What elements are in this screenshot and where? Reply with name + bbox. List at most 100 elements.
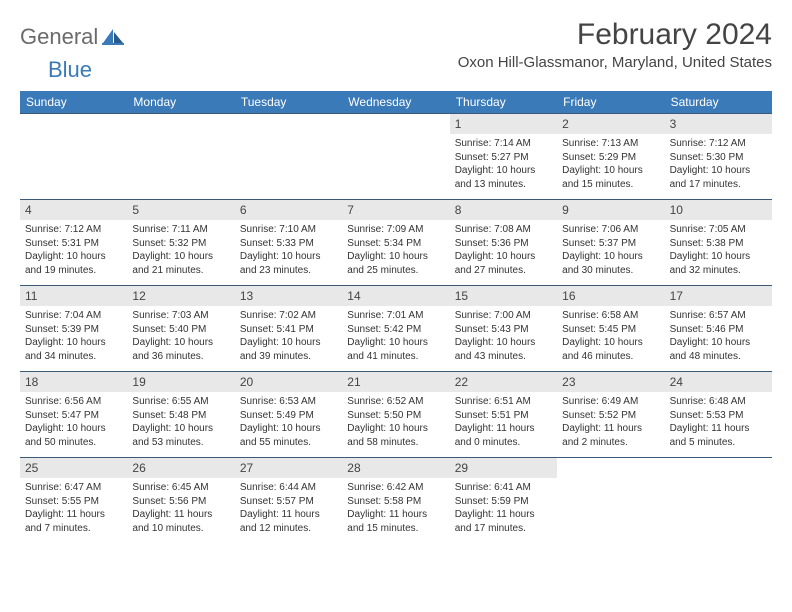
sunrise-line: Sunrise: 6:42 AM (347, 481, 444, 495)
logo: General (20, 24, 126, 50)
day-number: 2 (557, 114, 664, 134)
sunrise-line: Sunrise: 6:58 AM (562, 309, 659, 323)
daylight-line: Daylight: 10 hours and 41 minutes. (347, 336, 444, 363)
daylight-line: Daylight: 10 hours and 43 minutes. (455, 336, 552, 363)
day-cell-empty (127, 113, 234, 199)
week-row: 4Sunrise: 7:12 AMSunset: 5:31 PMDaylight… (20, 199, 772, 285)
daylight-line: Daylight: 10 hours and 30 minutes. (562, 250, 659, 277)
sunset-line: Sunset: 5:43 PM (455, 323, 552, 337)
day-number: 12 (127, 286, 234, 306)
sunrise-line: Sunrise: 6:48 AM (670, 395, 767, 409)
sunset-line: Sunset: 5:50 PM (347, 409, 444, 423)
daylight-line: Daylight: 11 hours and 0 minutes. (455, 422, 552, 449)
day-number: 20 (235, 372, 342, 392)
day-cell: 26Sunrise: 6:45 AMSunset: 5:56 PMDayligh… (127, 457, 234, 543)
page-title: February 2024 (458, 18, 772, 52)
day-cell: 22Sunrise: 6:51 AMSunset: 5:51 PMDayligh… (450, 371, 557, 457)
sunset-line: Sunset: 5:39 PM (25, 323, 122, 337)
week-row: 18Sunrise: 6:56 AMSunset: 5:47 PMDayligh… (20, 371, 772, 457)
day-cell-empty (557, 457, 664, 543)
day-number: 15 (450, 286, 557, 306)
sunrise-line: Sunrise: 7:10 AM (240, 223, 337, 237)
day-cell: 16Sunrise: 6:58 AMSunset: 5:45 PMDayligh… (557, 285, 664, 371)
daylight-line: Daylight: 11 hours and 15 minutes. (347, 508, 444, 535)
daylight-line: Daylight: 10 hours and 21 minutes. (132, 250, 229, 277)
day-cell: 2Sunrise: 7:13 AMSunset: 5:29 PMDaylight… (557, 113, 664, 199)
daylight-line: Daylight: 10 hours and 34 minutes. (25, 336, 122, 363)
sunset-line: Sunset: 5:37 PM (562, 237, 659, 251)
day-cell-empty (342, 113, 449, 199)
sunset-line: Sunset: 5:29 PM (562, 151, 659, 165)
day-number: 23 (557, 372, 664, 392)
day-header-friday: Friday (557, 91, 664, 113)
sunset-line: Sunset: 5:33 PM (240, 237, 337, 251)
sunset-line: Sunset: 5:38 PM (670, 237, 767, 251)
daylight-line: Daylight: 10 hours and 13 minutes. (455, 164, 552, 191)
sunrise-line: Sunrise: 6:47 AM (25, 481, 122, 495)
daylight-line: Daylight: 10 hours and 50 minutes. (25, 422, 122, 449)
day-cell: 29 Sunrise: 6:41 AMSunset: 5:59 PMDayligh… (450, 457, 557, 543)
daylight-line: Daylight: 10 hours and 48 minutes. (670, 336, 767, 363)
week-row: 1Sunrise: 7:14 AMSunset: 5:27 PMDaylight… (20, 113, 772, 199)
day-cell: 14Sunrise: 7:01 AMSunset: 5:42 PMDayligh… (342, 285, 449, 371)
day-cell: 6Sunrise: 7:10 AMSunset: 5:33 PMDaylight… (235, 199, 342, 285)
sunset-line: Sunset: 5:36 PM (455, 237, 552, 251)
sunrise-line: Sunrise: 6:41 AM (455, 481, 552, 495)
sunset-line: Sunset: 5:42 PM (347, 323, 444, 337)
day-number: 5 (127, 200, 234, 220)
day-cell: 3Sunrise: 7:12 AMSunset: 5:30 PMDaylight… (665, 113, 772, 199)
sunset-line: Sunset: 5:57 PM (240, 495, 337, 509)
title-block: February 2024 Oxon Hill-Glassmanor, Mary… (458, 18, 772, 71)
day-cell: 19 Sunrise: 6:55 AMSunset: 5:48 PMDayligh… (127, 371, 234, 457)
sunset-line: Sunset: 5:40 PM (132, 323, 229, 337)
daylight-line: Daylight: 10 hours and 23 minutes. (240, 250, 337, 277)
day-number: 18 (20, 372, 127, 392)
logo-text-blue: Blue (48, 57, 92, 83)
sunset-line: Sunset: 5:32 PM (132, 237, 229, 251)
day-number: 27 (235, 458, 342, 478)
sunrise-line: Sunrise: 6:55 AM (132, 395, 229, 409)
logo-text-general: General (20, 24, 98, 50)
day-header-tuesday: Tuesday (235, 91, 342, 113)
day-cell: 23Sunrise: 6:49 AMSunset: 5:52 PMDayligh… (557, 371, 664, 457)
day-number: 29 (450, 458, 557, 478)
sunrise-line: Sunrise: 6:51 AM (455, 395, 552, 409)
day-cell: 12Sunrise: 7:03 AMSunset: 5:40 PMDayligh… (127, 285, 234, 371)
sunrise-line: Sunrise: 7:14 AM (455, 137, 552, 151)
sunset-line: Sunset: 5:45 PM (562, 323, 659, 337)
day-number: 13 (235, 286, 342, 306)
daylight-line: Daylight: 10 hours and 46 minutes. (562, 336, 659, 363)
day-cell: 27Sunrise: 6:44 AMSunset: 5:57 PMDayligh… (235, 457, 342, 543)
day-header-thursday: Thursday (450, 91, 557, 113)
sunset-line: Sunset: 5:47 PM (25, 409, 122, 423)
day-cell: 17Sunrise: 6:57 AMSunset: 5:46 PMDayligh… (665, 285, 772, 371)
sunset-line: Sunset: 5:41 PM (240, 323, 337, 337)
location-subtitle: Oxon Hill-Glassmanor, Maryland, United S… (458, 54, 772, 71)
sunrise-line: Sunrise: 7:03 AM (132, 309, 229, 323)
sunset-line: Sunset: 5:49 PM (240, 409, 337, 423)
sunset-line: Sunset: 5:30 PM (670, 151, 767, 165)
sunrise-line: Sunrise: 6:49 AM (562, 395, 659, 409)
day-cell: 18Sunrise: 6:56 AMSunset: 5:47 PMDayligh… (20, 371, 127, 457)
day-number: 19 (127, 372, 234, 392)
day-cell: 10Sunrise: 7:05 AMSunset: 5:38 PMDayligh… (665, 199, 772, 285)
sunset-line: Sunset: 5:59 PM (455, 495, 552, 509)
day-number: 17 (665, 286, 772, 306)
day-number: 10 (665, 200, 772, 220)
day-number: 24 (665, 372, 772, 392)
sunrise-line: Sunrise: 7:04 AM (25, 309, 122, 323)
daylight-line: Daylight: 10 hours and 17 minutes. (670, 164, 767, 191)
day-cell-empty (235, 113, 342, 199)
day-number: 22 (450, 372, 557, 392)
day-header-row: SundayMondayTuesdayWednesdayThursdayFrid… (20, 91, 772, 113)
day-header-wednesday: Wednesday (342, 91, 449, 113)
sunrise-line: Sunrise: 7:11 AM (132, 223, 229, 237)
daylight-line: Daylight: 10 hours and 27 minutes. (455, 250, 552, 277)
sunrise-line: Sunrise: 6:44 AM (240, 481, 337, 495)
sunset-line: Sunset: 5:34 PM (347, 237, 444, 251)
sunset-line: Sunset: 5:52 PM (562, 409, 659, 423)
daylight-line: Daylight: 10 hours and 53 minutes. (132, 422, 229, 449)
sunrise-line: Sunrise: 7:13 AM (562, 137, 659, 151)
sunset-line: Sunset: 5:48 PM (132, 409, 229, 423)
daylight-line: Daylight: 11 hours and 17 minutes. (455, 508, 552, 535)
